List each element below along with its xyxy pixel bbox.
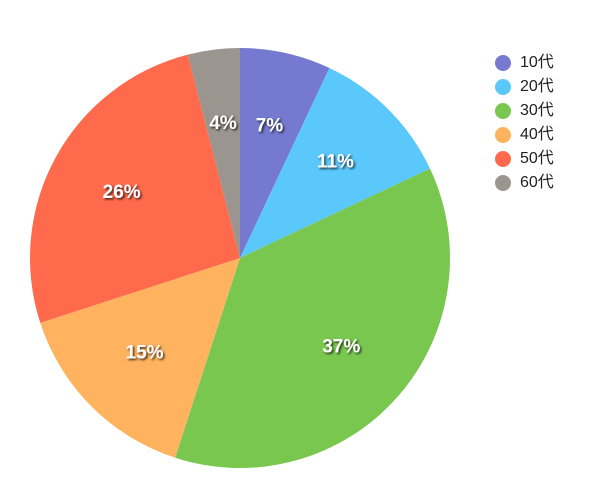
pie-slice: [175, 168, 450, 468]
pie-slice: [187, 48, 240, 258]
pie-slice: [240, 48, 330, 258]
legend-marker: [495, 127, 511, 143]
legend-label: 60代: [520, 173, 554, 191]
value-label: 4%: [209, 113, 237, 134]
value-label: 37%: [322, 336, 360, 357]
pie-slice: [240, 67, 431, 258]
legend-label: 50代: [520, 149, 554, 167]
value-label: 7%: [256, 115, 284, 136]
value-label: 11%: [317, 152, 354, 173]
pie-slice: [29, 54, 240, 323]
legend-label: 30代: [520, 101, 554, 119]
legend-label: 40代: [520, 125, 554, 143]
pie-slice: [40, 258, 240, 458]
legend-label: 10代: [520, 53, 554, 71]
legend-marker: [495, 55, 511, 71]
value-label: 15%: [126, 342, 164, 363]
legend-marker: [495, 79, 511, 95]
legend-marker: [495, 151, 511, 167]
legend-marker: [495, 175, 511, 191]
value-label: 26%: [103, 182, 141, 203]
legend-marker: [495, 103, 511, 119]
legend-label: 20代: [520, 77, 554, 95]
